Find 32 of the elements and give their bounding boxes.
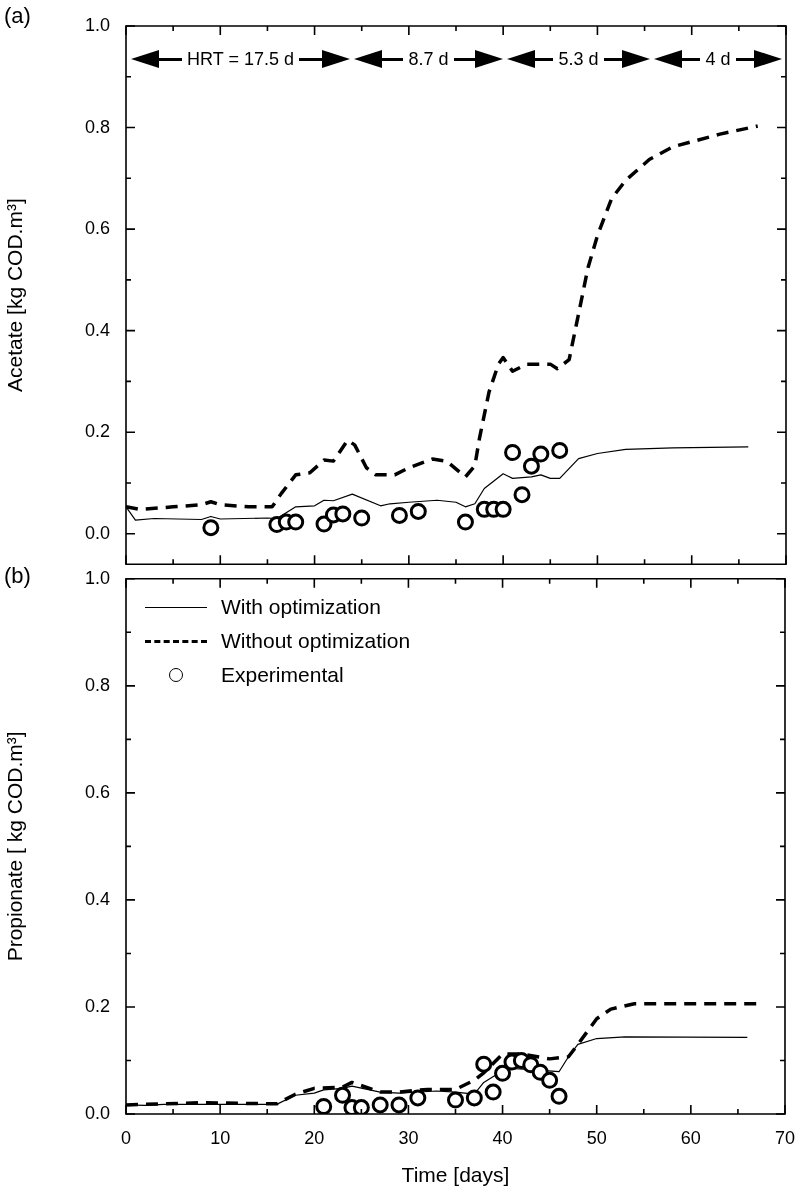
annotation: 5.3 d — [558, 48, 599, 70]
x-tick-label: 40 — [492, 1127, 513, 1148]
x-tick-label: 0 — [120, 1127, 132, 1148]
y-tick-label: 1.0 — [84, 567, 110, 588]
x-tick-label: 70 — [774, 1127, 795, 1148]
y-tick-label: 0.8 — [84, 674, 110, 695]
y-tick-label: 0.0 — [84, 1102, 110, 1123]
x-tick-label: 50 — [586, 1127, 607, 1148]
annotation: HRT = 17.5 d — [187, 48, 294, 70]
y-tick-label: 0.4 — [84, 319, 110, 340]
annotation: 8.7 d — [408, 48, 449, 70]
y-tick-label: 0.2 — [84, 995, 110, 1016]
legend-label: With optimization — [221, 594, 381, 620]
text: (b) — [4, 563, 31, 589]
y-tick-label: 0.8 — [84, 116, 110, 137]
y-tick-label: 0.0 — [84, 522, 110, 543]
y-tick-label: 0.4 — [84, 888, 110, 909]
y-tick-label: 0.6 — [84, 781, 110, 802]
x-tick-label: 30 — [398, 1127, 419, 1148]
y-axis-title: Propionate [ kg COD.m³] — [3, 731, 27, 962]
text: (a) — [4, 3, 31, 29]
y-tick-label: 0.6 — [84, 218, 110, 239]
legend-label: Experimental — [221, 662, 344, 688]
annotation: 4 d — [705, 48, 731, 70]
x-tick-label: 20 — [304, 1127, 325, 1148]
x-tick-label: 60 — [680, 1127, 701, 1148]
y-axis-title: Acetate [kg COD.m³] — [3, 198, 27, 392]
legend-label: Without optimization — [221, 628, 411, 654]
x-axis-title: Time [days] — [401, 1163, 510, 1187]
y-tick-label: 1.0 — [84, 14, 110, 35]
y-tick-label: 0.2 — [84, 421, 110, 442]
x-tick-label: 10 — [210, 1127, 231, 1148]
